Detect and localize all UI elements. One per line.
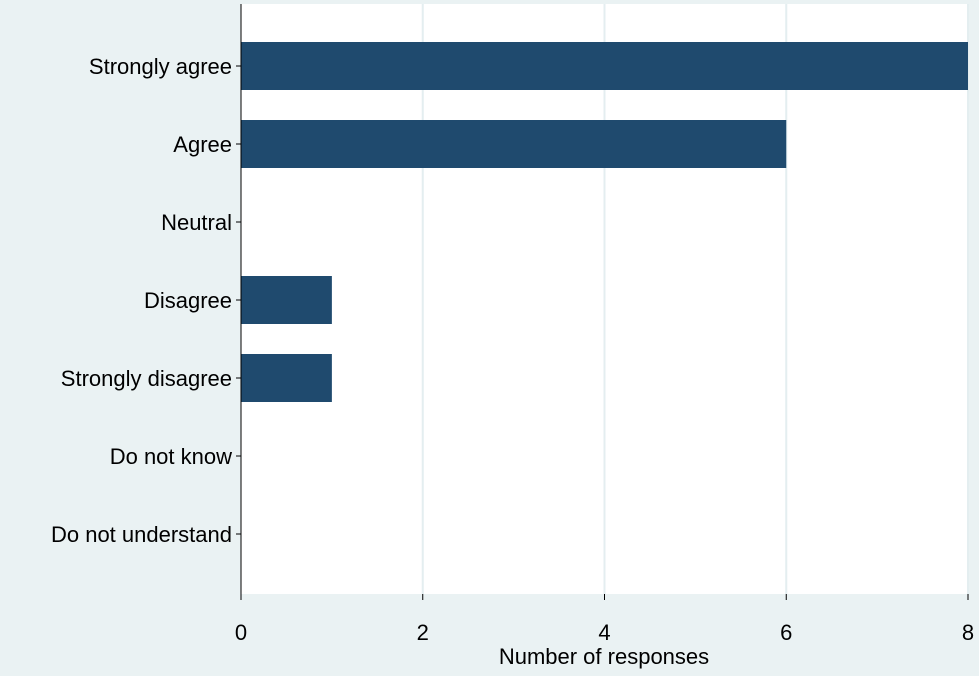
category-label: Disagree: [144, 288, 232, 313]
x-axis-title: Number of responses: [499, 644, 709, 669]
category-label: Neutral: [161, 210, 232, 235]
bar: [241, 276, 332, 324]
bar: [241, 42, 968, 90]
category-label: Do not understand: [51, 522, 232, 547]
x-tick-label: 2: [417, 620, 429, 645]
x-tick-label: 0: [235, 620, 247, 645]
category-label: Do not know: [110, 444, 232, 469]
grid-lines: [421, 4, 969, 594]
x-tick-labels: 0 2 4 6 8: [235, 620, 974, 645]
bar: [241, 354, 332, 402]
category-label: Agree: [173, 132, 232, 157]
x-tick-label: 6: [780, 620, 792, 645]
category-labels: Strongly agree Agree Neutral Disagree Strong…: [51, 54, 232, 547]
category-label: Strongly agree: [89, 54, 232, 79]
bar: [241, 120, 787, 168]
x-tick-label: 4: [598, 620, 610, 645]
axes: [236, 4, 969, 600]
bars: [241, 42, 968, 402]
x-tick-label: 8: [962, 620, 974, 645]
category-label: Strongly disagree: [61, 366, 232, 391]
